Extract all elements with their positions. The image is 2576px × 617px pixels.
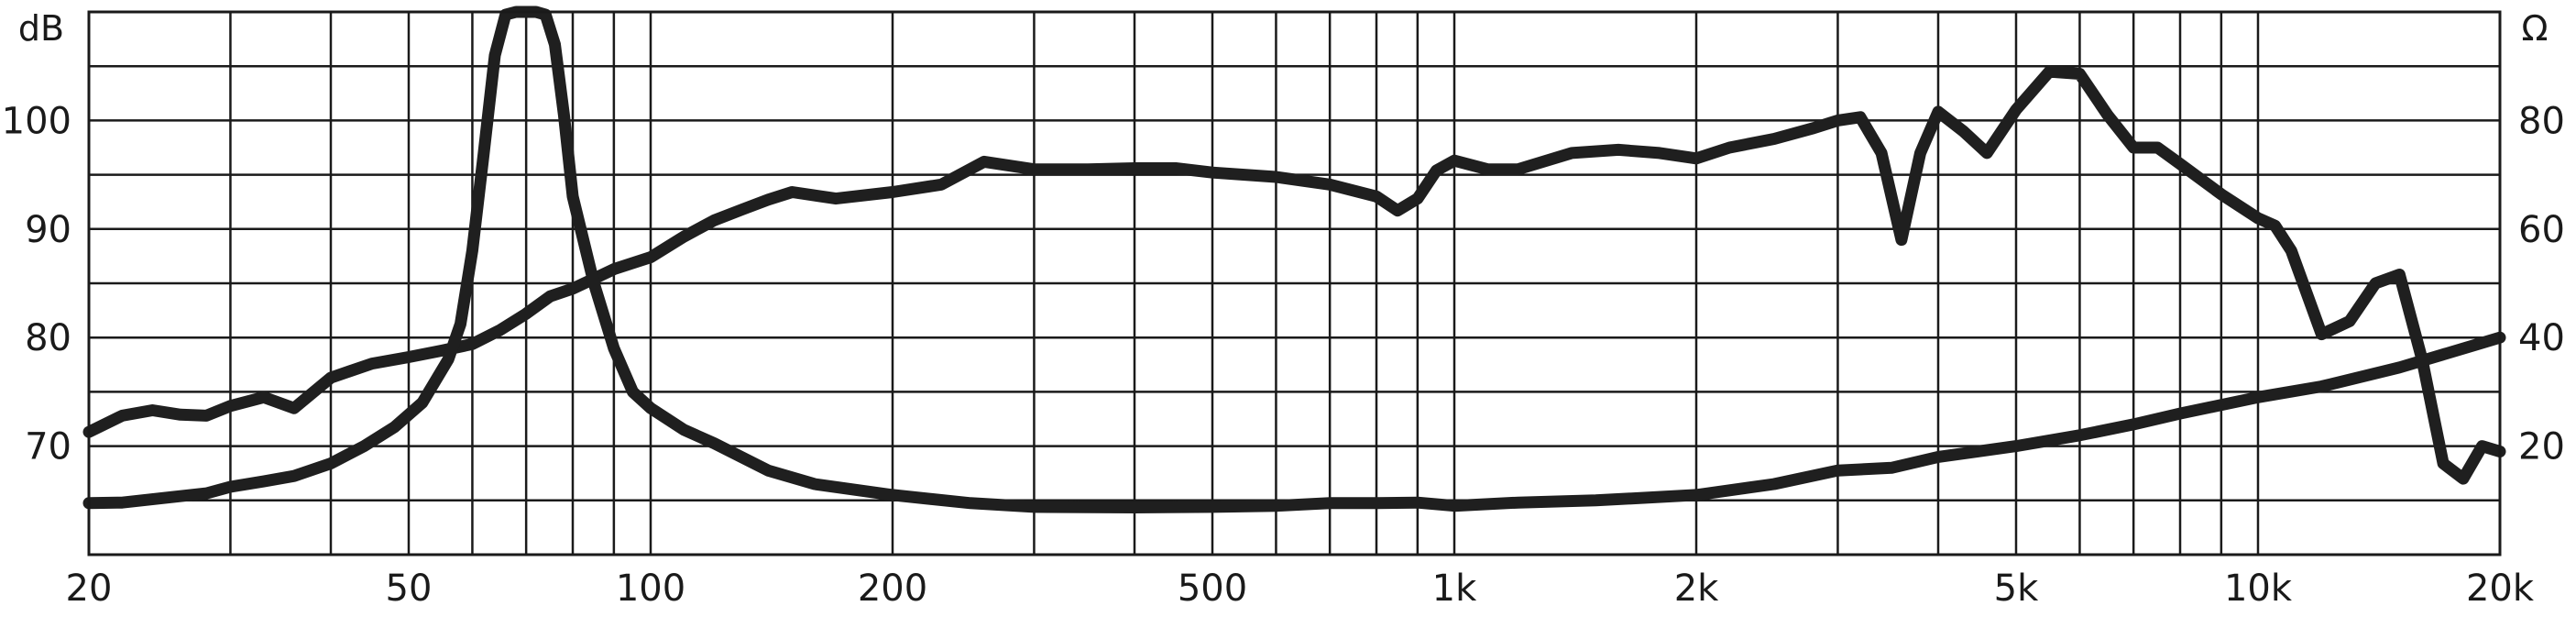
right-axis-unit-label: Ω [2521, 8, 2548, 49]
x-tick-label: 100 [616, 567, 685, 610]
x-tick-label: 20k [2466, 567, 2535, 610]
right-y-tick-label: 20 [2518, 426, 2565, 468]
axis-labels: dB Ω 20 50 100 200 500 1k 2k 5k 10k 20k 70 80 90 100 2… [2, 8, 2565, 610]
left-y-tick-label: 80 [25, 317, 71, 359]
spl-line [82, 65, 2506, 485]
grid [89, 12, 2500, 555]
x-tick-label: 10k [2224, 567, 2293, 610]
x-tick-label: 5k [1994, 567, 2039, 610]
impedance-line [82, 6, 2506, 513]
left-axis-unit-label: dB [18, 8, 64, 49]
left-y-tick-label: 90 [25, 209, 71, 251]
right-y-tick-label: 80 [2518, 100, 2565, 142]
x-tick-label: 50 [386, 567, 433, 610]
right-y-tick-label: 60 [2518, 209, 2565, 251]
right-y-tick-label: 40 [2518, 317, 2565, 359]
x-tick-label: 200 [858, 567, 927, 610]
data-lines [82, 6, 2506, 513]
left-y-tick-label: 100 [2, 100, 71, 142]
x-tick-label: 500 [1178, 567, 1247, 610]
x-tick-label: 20 [66, 567, 113, 610]
plot-frame [87, 10, 2502, 556]
x-tick-label: 2k [1674, 567, 1719, 610]
x-tick-label: 1k [1432, 567, 1477, 610]
left-y-tick-label: 70 [25, 426, 71, 468]
